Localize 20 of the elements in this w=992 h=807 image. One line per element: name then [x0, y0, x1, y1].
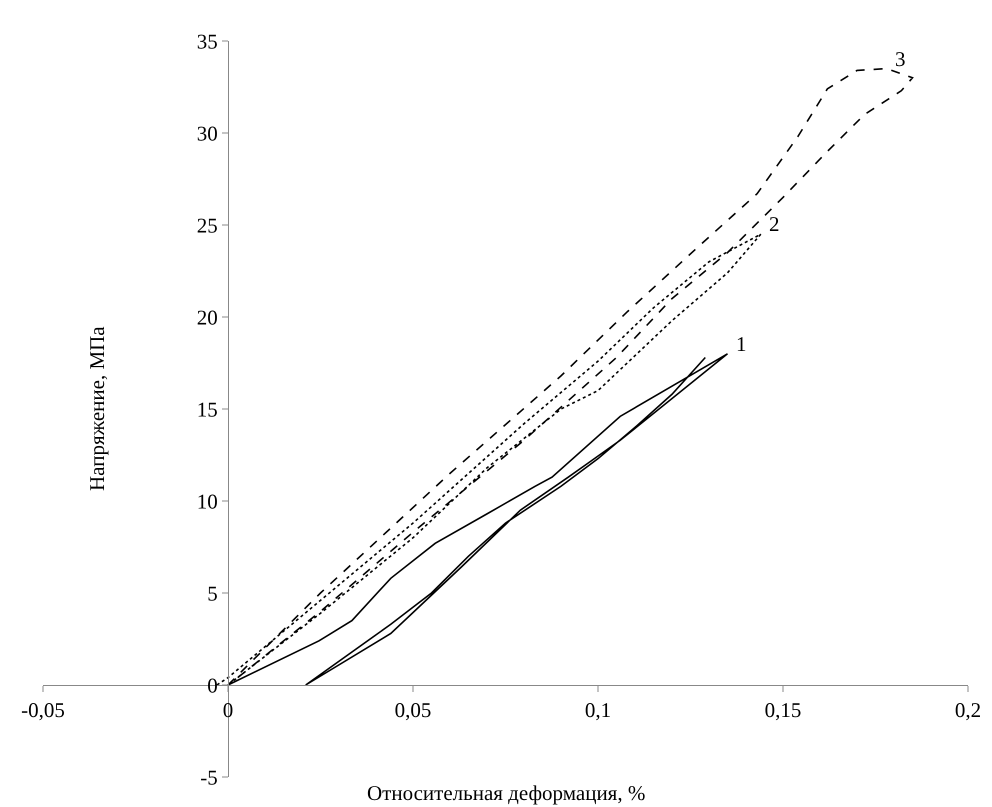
y-axis-title: Напряжение, МПа: [85, 326, 109, 491]
y-tick-label: 25: [196, 213, 218, 238]
y-tick-label: 20: [196, 305, 218, 330]
x-tick-label: 0: [222, 698, 234, 722]
annotation: 2: [769, 212, 780, 236]
y-tick-label: 15: [196, 397, 218, 422]
y-tick-label: 10: [196, 489, 218, 514]
y-tick-label: 30: [196, 121, 218, 146]
y-tick-label: -5: [200, 765, 218, 790]
y-tick-label: 35: [196, 29, 218, 54]
x-tick-label: 0,1: [584, 698, 612, 722]
y-tick-label: 5: [207, 581, 218, 606]
x-tick-label: 0,2: [954, 698, 982, 722]
y-tick-label: 0: [207, 673, 218, 698]
annotation: 1: [736, 332, 746, 356]
x-axis-title: Относительная деформация, %: [367, 781, 646, 805]
x-tick-label: 0,05: [394, 698, 432, 722]
x-tick-label: -0,05: [21, 698, 65, 722]
annotation: 3: [895, 47, 906, 71]
x-tick-label: 0,15: [764, 698, 802, 722]
